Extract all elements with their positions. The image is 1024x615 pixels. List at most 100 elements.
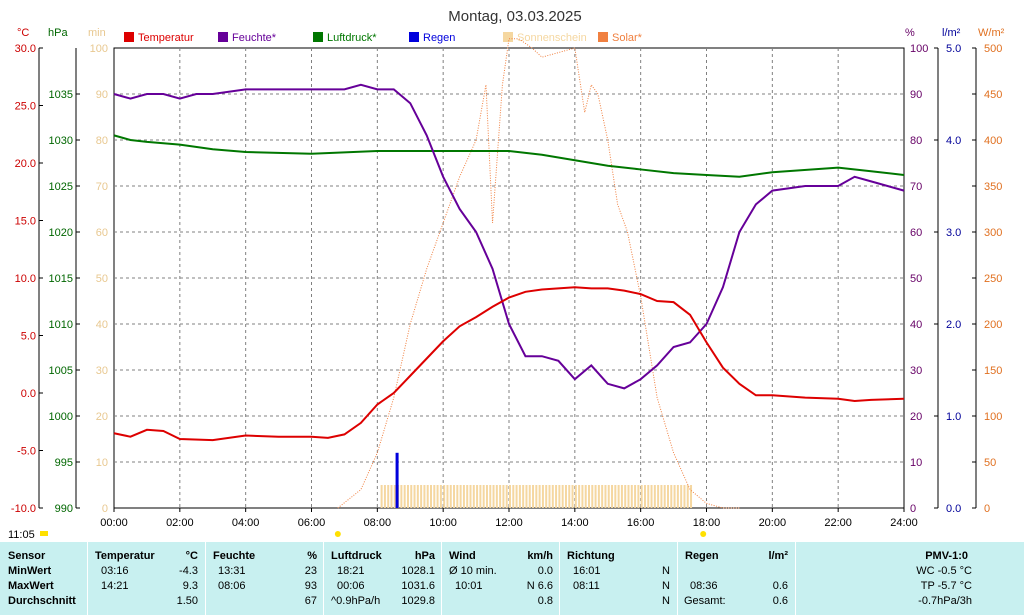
header-press-unit: hPa bbox=[414, 550, 435, 562]
sunset-marker bbox=[700, 531, 707, 537]
minutes-tick-label: 70 bbox=[96, 181, 108, 193]
rain-tick-label: 2.0 bbox=[946, 319, 961, 331]
sunshine-bar bbox=[660, 485, 663, 508]
minutes-tick-label: 80 bbox=[96, 135, 108, 147]
sunshine-bar bbox=[683, 485, 686, 508]
sunshine-bar bbox=[690, 485, 693, 508]
cell: 16:01 bbox=[573, 565, 601, 577]
sunshine-bar bbox=[416, 485, 419, 508]
x-tick-label: 02:00 bbox=[166, 517, 194, 529]
cell: 13:31 bbox=[218, 565, 246, 577]
header-wind: Wind bbox=[449, 550, 476, 562]
sunshine-bar bbox=[637, 485, 640, 508]
row-label: Durchschnitt bbox=[8, 595, 76, 607]
humidity-tick-label: 80 bbox=[910, 135, 922, 147]
sunshine-bar bbox=[647, 485, 650, 508]
cell: N bbox=[662, 565, 670, 577]
sunshine-bar bbox=[426, 485, 429, 508]
pressure-tick-label: 995 bbox=[55, 457, 73, 469]
minutes-tick-label: 0 bbox=[102, 503, 108, 515]
series bbox=[113, 38, 905, 537]
cell: 08:36 bbox=[690, 580, 718, 592]
cell: 1029.8 bbox=[401, 595, 435, 607]
sunshine-bar bbox=[663, 485, 666, 508]
cell: 0.0 bbox=[537, 565, 553, 577]
sunshine-bar bbox=[406, 485, 409, 508]
solar-tick-label: 200 bbox=[984, 319, 1002, 331]
sunshine-bar bbox=[676, 485, 679, 508]
legend-swatch bbox=[409, 32, 419, 42]
sunshine-bar bbox=[686, 485, 689, 508]
time-marker bbox=[40, 531, 48, 536]
sunshine-bar bbox=[643, 485, 646, 508]
rain-tick-label: 5.0 bbox=[946, 43, 961, 55]
cell: -0.7hPa/3h bbox=[918, 595, 972, 607]
humidity-tick-label: 70 bbox=[910, 181, 922, 193]
legend-label: Sonnenschein bbox=[517, 32, 587, 44]
header-pmv: PMV-1:0 bbox=[925, 550, 968, 562]
pressure-tick-label: 1005 bbox=[49, 365, 73, 377]
legend-swatch bbox=[218, 32, 228, 42]
solar-tick-label: 100 bbox=[984, 411, 1002, 423]
minutes-tick-label: 40 bbox=[96, 319, 108, 331]
temp-tick-label: 10.0 bbox=[15, 273, 36, 285]
pressure-tick-label: 1000 bbox=[49, 411, 73, 423]
sunshine-bar bbox=[594, 485, 597, 508]
sunshine-bar bbox=[528, 485, 531, 508]
sunshine-bar bbox=[630, 485, 633, 508]
sunshine-bar bbox=[574, 485, 577, 508]
x-tick-label: 06:00 bbox=[298, 517, 326, 529]
sunshine-bar bbox=[545, 485, 548, 508]
minutes-axis-unit: min bbox=[88, 27, 106, 39]
grid bbox=[113, 47, 905, 509]
sunshine-bar bbox=[673, 485, 676, 508]
cell: 10:01 bbox=[455, 580, 483, 592]
humidity-tick-label: 10 bbox=[910, 457, 922, 469]
sunshine-bar bbox=[485, 485, 488, 508]
sunshine-bar bbox=[423, 485, 426, 508]
solar-tick-label: 450 bbox=[984, 89, 1002, 101]
chart-title: Montag, 03.03.2025 bbox=[448, 8, 581, 25]
sunshine-bar bbox=[535, 485, 538, 508]
sunshine-bar bbox=[680, 485, 683, 508]
pressure-tick-label: 1010 bbox=[49, 319, 73, 331]
minutes-tick-label: 30 bbox=[96, 365, 108, 377]
header-press: Luftdruck bbox=[331, 550, 382, 562]
legend-label: Temperatur bbox=[138, 32, 194, 44]
sunshine-bar bbox=[420, 485, 423, 508]
sunshine-bar bbox=[541, 485, 544, 508]
sunshine-bar bbox=[449, 485, 452, 508]
legend-label: Regen bbox=[423, 32, 455, 44]
sunshine-bar bbox=[495, 485, 498, 508]
stats-table: Sensor Temperatur °C Feuchte % Luftdruck… bbox=[0, 542, 1024, 615]
cell: 00:06 bbox=[337, 580, 365, 592]
weather-chart: Montag, 03.03.2025 Temperatur Feuchte* Luf… bbox=[8, 8, 1005, 541]
sunshine-bar bbox=[446, 485, 449, 508]
legend-label: Luftdruck* bbox=[327, 32, 377, 44]
sunshine-bar bbox=[492, 485, 495, 508]
pressure-tick-label: 990 bbox=[55, 503, 73, 515]
sunshine-bar bbox=[400, 485, 403, 508]
row-label: MinWert bbox=[8, 565, 52, 577]
humidity-tick-label: 50 bbox=[910, 273, 922, 285]
header-rain: Regen bbox=[685, 550, 719, 562]
legend-label: Feuchte* bbox=[232, 32, 277, 44]
sunshine-bar bbox=[548, 485, 551, 508]
x-tick-label: 00:00 bbox=[100, 517, 128, 529]
legend-swatch bbox=[503, 32, 513, 42]
sunshine-bar bbox=[436, 485, 439, 508]
cell: 93 bbox=[304, 580, 317, 592]
cell: 0.8 bbox=[537, 595, 553, 607]
sunshine-bar bbox=[387, 485, 390, 508]
time-label: 11:05 bbox=[8, 529, 35, 541]
cell: -4.3 bbox=[179, 565, 198, 577]
temp-tick-label: 0.0 bbox=[21, 388, 36, 400]
legend-swatch bbox=[598, 32, 608, 42]
x-tick-label: 08:00 bbox=[364, 517, 392, 529]
rain-tick-label: 0.0 bbox=[946, 503, 961, 515]
sunshine-bar bbox=[512, 485, 515, 508]
sunshine-bar bbox=[650, 485, 653, 508]
sunshine-bar bbox=[413, 485, 416, 508]
cell: 1028.1 bbox=[401, 565, 435, 577]
cell: 67 bbox=[304, 595, 317, 607]
